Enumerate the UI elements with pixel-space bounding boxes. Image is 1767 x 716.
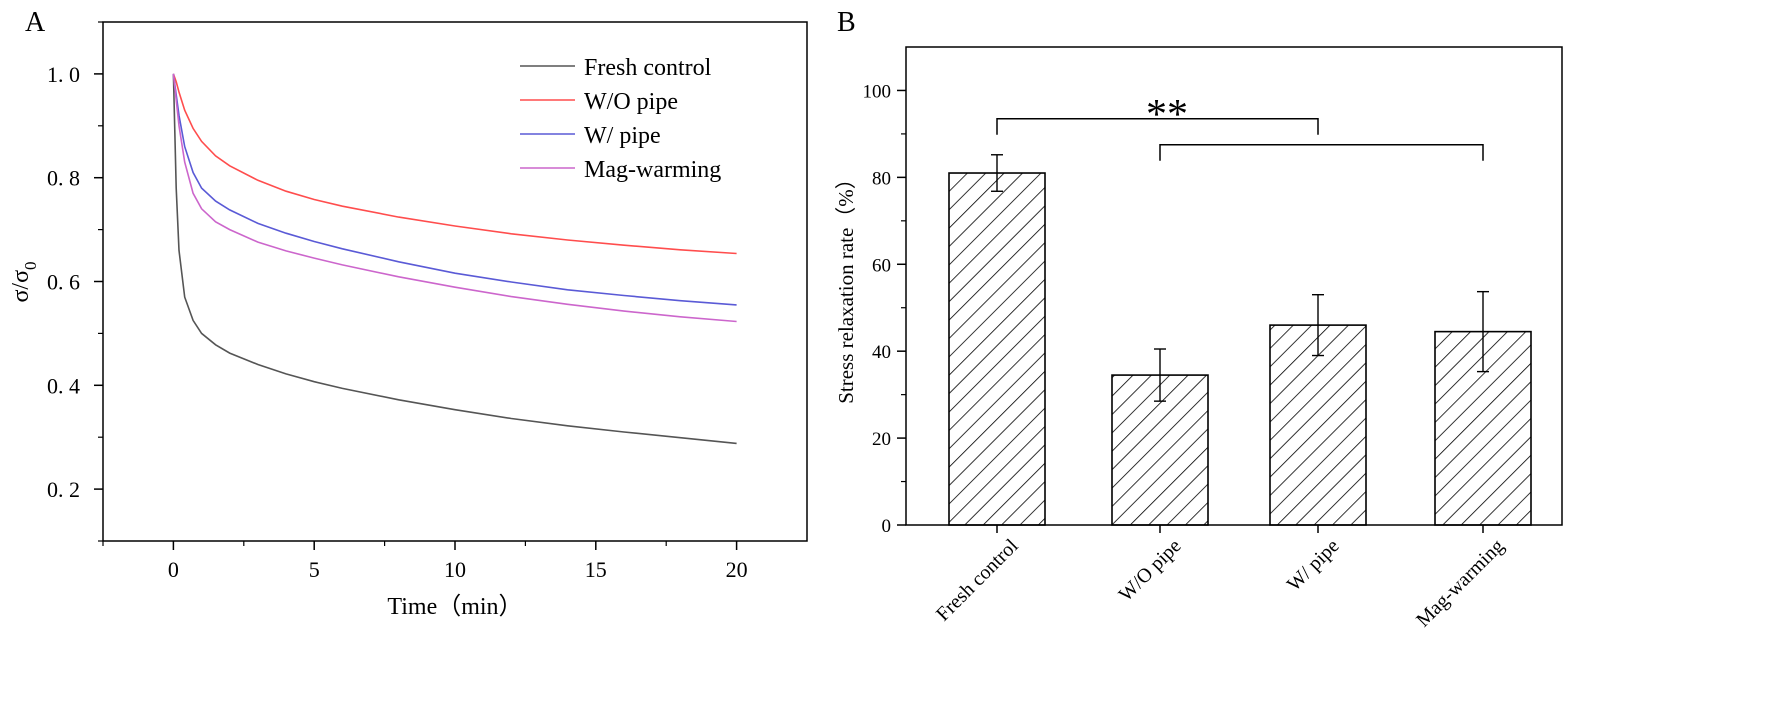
panel-a-x-tick-label: 5 <box>309 557 320 582</box>
panel-a-x-axis-label: Time（min） <box>387 594 522 620</box>
panel-a-y-tick-label: 0. 4 <box>47 373 80 398</box>
panel-a-y-tick-label: 0. 8 <box>47 166 80 191</box>
panel-b-x-tick-label: Mag-warming <box>1412 535 1508 631</box>
panel-b-plot-frame <box>905 46 1563 526</box>
panel-b-label: B <box>837 7 856 38</box>
panel-b-y-tick-label: 100 <box>863 81 892 102</box>
panel-b-y-tick-label: 80 <box>872 168 891 189</box>
panel-a-y-tick-label: 0. 2 <box>47 477 80 502</box>
panel-b-x-tick-label: Fresh control <box>932 535 1023 626</box>
legend-label: Fresh control <box>584 55 712 81</box>
panel-a-plot-frame <box>102 21 808 542</box>
series-line-fresh-control <box>172 73 737 445</box>
panel-b-y-tick-label: 60 <box>872 255 891 276</box>
panel-a-x-tick-label: 10 <box>444 557 466 582</box>
panel-b-x-tick-label: W/ pipe <box>1283 535 1344 596</box>
panel-a-y-tick-label: 1. 0 <box>47 62 80 87</box>
panel-a-line-chart: A 0 5 10 15 20 0. 2 0. 4 0. 6 0. 8 1. 0 Fresh con… <box>8 7 808 620</box>
series-line-w-pipe <box>172 73 737 306</box>
panel-a-y-axis-label: σ/σ0 <box>8 261 40 302</box>
legend-label: Mag-warming <box>584 157 721 183</box>
series-line-mag-warming <box>172 73 737 323</box>
panel-b-y-tick-label: 40 <box>872 342 891 363</box>
panel-b-y-axis-label: Stress relaxation rate（%） <box>834 168 858 404</box>
panel-a-x-tick-label: 20 <box>726 557 748 582</box>
significance-bracket <box>1159 144 1484 161</box>
significance-annotation: ** <box>1146 92 1188 138</box>
panel-a-legend: Fresh control W/O pipe W/ pipe Mag-warming <box>520 55 721 183</box>
bar <box>948 172 1046 526</box>
panel-a-label: A <box>25 7 46 38</box>
panel-a-x-tick-label: 15 <box>585 557 607 582</box>
panel-a-y-tick-label: 0. 6 <box>47 270 80 295</box>
legend-label: W/O pipe <box>584 89 678 115</box>
legend-label: W/ pipe <box>584 123 661 149</box>
panel-a-x-tick-label: 0 <box>168 557 179 582</box>
panel-b-x-tick-label: W/O pipe <box>1115 535 1186 606</box>
panel-a-y-axis-label-main: σ/σ <box>8 270 34 303</box>
panel-b-y-tick-label: 0 <box>882 516 892 537</box>
bar <box>1269 324 1367 526</box>
significance-bracket <box>996 117 1319 135</box>
panel-b-y-tick-label: 20 <box>872 429 891 450</box>
panel-a-y-axis-label-subscript: 0 <box>21 261 40 270</box>
panel-b-bar-chart: B 0 20 40 60 80 100 Fresh control W/O pipe W/ p… <box>834 7 1563 631</box>
series-line-w-o-pipe <box>172 73 737 255</box>
